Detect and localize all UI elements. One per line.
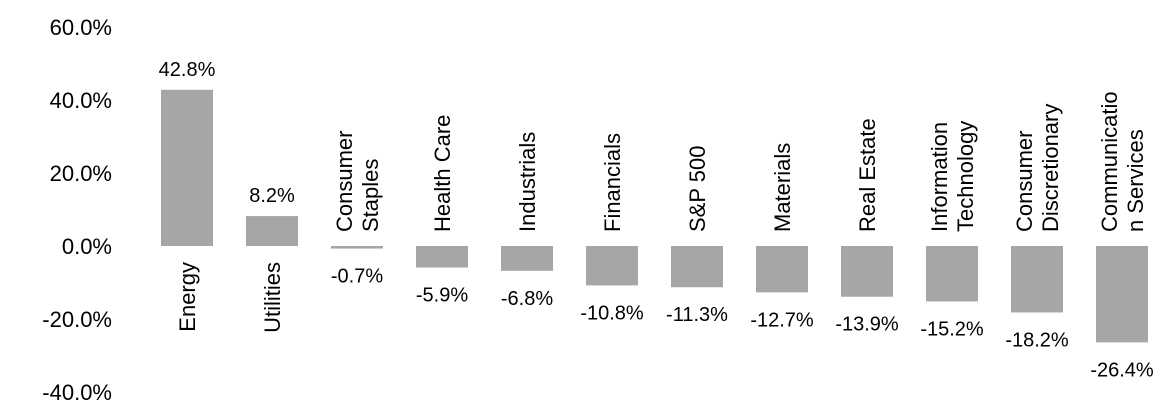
category-label: Industrials xyxy=(515,132,540,232)
bar xyxy=(246,216,298,246)
bar xyxy=(671,246,723,288)
y-tick-label: -40.0% xyxy=(42,380,112,402)
data-label: -5.9% xyxy=(416,285,468,307)
bar xyxy=(756,246,808,293)
category-label: Utilities xyxy=(260,262,285,333)
data-labels: 42.8% 8.2% -0.7% -5.9% -6.8% -10.8% -11.3% -12.… xyxy=(159,59,1154,382)
category-label: Financials xyxy=(600,133,625,232)
data-label: -26.4% xyxy=(1090,359,1154,381)
y-tick-label: 40.0% xyxy=(50,88,112,113)
data-label: -18.2% xyxy=(1005,329,1069,351)
bar xyxy=(331,246,383,249)
category-label: Technology xyxy=(953,121,978,232)
category-label: Health Care xyxy=(430,115,455,232)
bar xyxy=(586,246,638,286)
category-label: Real Estate xyxy=(855,118,880,232)
category-label: S&P 500 xyxy=(685,146,710,232)
category-label: n Services xyxy=(1123,129,1148,232)
data-label: 8.2% xyxy=(249,185,295,207)
bar xyxy=(926,246,978,302)
y-tick-label: -20.0% xyxy=(42,307,112,332)
category-label: Consumer xyxy=(1012,131,1037,232)
data-label: -12.7% xyxy=(750,309,814,331)
data-label: 42.8% xyxy=(159,59,216,81)
category-label: Communicatio xyxy=(1097,91,1122,232)
category-label: Consumer xyxy=(332,131,357,232)
data-label: -13.9% xyxy=(835,314,899,336)
category-label: Staples xyxy=(358,159,383,232)
bar xyxy=(501,246,553,271)
bar xyxy=(841,246,893,297)
data-label: -0.7% xyxy=(331,266,383,288)
bar xyxy=(1096,246,1148,343)
bar xyxy=(1011,246,1063,313)
category-label: Energy xyxy=(175,262,200,332)
data-label: -6.8% xyxy=(501,288,553,310)
data-label: -10.8% xyxy=(580,302,644,324)
y-tick-label: 20.0% xyxy=(50,161,112,186)
category-label: Discretionary xyxy=(1038,104,1063,232)
y-tick-label: 0.0% xyxy=(62,234,112,259)
bar xyxy=(416,246,468,268)
y-axis: 60.0% 40.0% 20.0% 0.0% -20.0% -40.0% xyxy=(42,15,112,402)
data-label: -11.3% xyxy=(666,304,728,326)
category-label: Materials xyxy=(770,143,795,232)
bars xyxy=(161,89,1148,343)
y-tick-label: 60.0% xyxy=(50,15,112,40)
bar xyxy=(161,89,213,246)
category-label: Information xyxy=(927,122,952,232)
data-label: -15.2% xyxy=(920,318,984,340)
